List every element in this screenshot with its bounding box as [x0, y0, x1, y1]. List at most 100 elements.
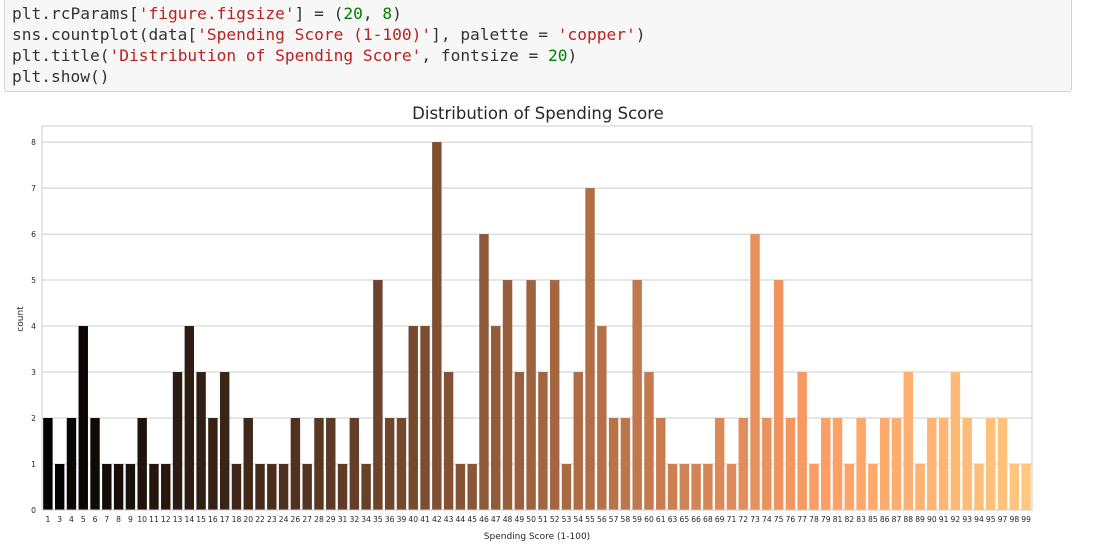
y-tick-label: 2: [31, 414, 36, 423]
bar-1: [43, 418, 53, 510]
bar-49: [514, 372, 525, 510]
x-tick-label: 79: [821, 515, 831, 524]
bar-52: [549, 280, 560, 510]
bar-15: [196, 372, 206, 510]
plot-frame: [41, 125, 1033, 511]
x-tick-label: 77: [797, 515, 807, 524]
x-tick-label: 6: [93, 515, 98, 524]
x-axis-label: Spending Score (1-100): [484, 532, 590, 542]
x-tick-label: 58: [621, 515, 631, 524]
x-tick-label: 24: [279, 515, 289, 524]
bar-20: [243, 418, 253, 510]
x-tick-label: 61: [656, 515, 666, 524]
x-tick-label: 49: [514, 515, 524, 524]
bar-86: [879, 418, 890, 510]
x-tick-label: 90: [927, 515, 937, 524]
x-tick-label: 7: [104, 515, 109, 524]
bar-16: [208, 418, 218, 510]
bar-72: [738, 418, 748, 510]
x-tick-label: 5: [81, 515, 86, 524]
bars-layer: [43, 142, 1031, 511]
x-tick-label: 71: [727, 515, 737, 524]
bar-92: [950, 372, 961, 510]
x-tick-label: 31: [338, 515, 348, 524]
bar-94: [974, 464, 984, 510]
x-tick-label: 54: [573, 515, 583, 524]
x-tick-label: 52: [550, 515, 560, 524]
bar-73: [750, 234, 760, 511]
code-token: plt.rcParams[: [12, 4, 139, 23]
x-tick-label: 44: [456, 515, 466, 524]
x-tick-label: 83: [856, 515, 866, 524]
bar-68: [703, 464, 713, 510]
x-tick-label: 73: [750, 515, 760, 524]
code-token: 'Spending Score (1-100)': [197, 25, 432, 44]
code-token: 8: [382, 4, 393, 23]
code-line: sns.countplot(data['Spending Score (1-10…: [12, 24, 1071, 45]
grid-layer: [42, 141, 1032, 511]
chart-title: Distribution of Spending Score: [412, 104, 664, 123]
bar-44: [455, 464, 466, 510]
x-tick-label: 88: [903, 515, 913, 524]
x-tick-label: 47: [491, 515, 501, 524]
bar-61: [656, 418, 666, 510]
bar-46: [479, 234, 489, 511]
code-cell[interactable]: plt.rcParams['figure.figsize'] = (20, 8)…: [4, 0, 1072, 92]
x-tick-label: 66: [691, 515, 701, 524]
bar-87: [891, 418, 902, 510]
x-tick-label: 8: [116, 515, 121, 524]
bar-71: [726, 464, 737, 510]
x-tick-label: 51: [538, 515, 548, 524]
code-token: ): [392, 4, 402, 23]
x-tick-label: 45: [467, 515, 477, 524]
x-tick-label: 87: [892, 515, 902, 524]
code-line: plt.show(): [12, 66, 1071, 87]
y-tick-label: 5: [31, 276, 36, 285]
code-token: 'figure.figsize': [138, 4, 295, 23]
y-tick-label: 6: [31, 230, 36, 239]
bar-27: [302, 464, 312, 510]
x-tick-label: 81: [833, 515, 843, 524]
spending-score-chart: Distribution of Spending Score 012345678…: [16, 104, 1033, 542]
x-tick-label: 75: [774, 515, 784, 524]
x-tick-label: 35: [373, 515, 383, 524]
bar-82: [844, 464, 855, 510]
bar-85: [868, 464, 878, 510]
x-tick-label: 82: [844, 515, 854, 524]
x-tick-label: 34: [361, 515, 371, 524]
x-tick-labels: 1 3 4 5 6 7 8 9 10 11 12 13 14 15 16 17 18 20 22 23 24 26 27 28…: [45, 515, 1031, 524]
x-tick-label: 48: [503, 515, 513, 524]
bar-65: [679, 464, 690, 510]
bar-75: [773, 280, 784, 510]
x-tick-label: 55: [585, 515, 595, 524]
bar-98: [1009, 464, 1020, 510]
x-tick-label: 69: [715, 515, 725, 524]
bar-31: [337, 464, 348, 510]
bar-54: [573, 372, 583, 510]
bar-23: [267, 464, 277, 510]
y-tick-labels: 0 1 2 3 4 5 6 7 8: [31, 138, 36, 515]
x-tick-label: 98: [1009, 515, 1019, 524]
x-tick-label: 53: [562, 515, 572, 524]
bar-78: [809, 464, 819, 510]
x-tick-label: 26: [291, 515, 301, 524]
bar-12: [161, 464, 171, 510]
code-token: 20: [548, 46, 568, 65]
bar-28: [314, 418, 324, 510]
x-tick-label: 78: [809, 515, 819, 524]
bar-5: [78, 326, 88, 510]
bar-93: [962, 418, 972, 510]
x-tick-label: 65: [679, 515, 689, 524]
x-tick-label: 85: [868, 515, 878, 524]
code-token: , fontsize =: [421, 46, 549, 65]
code-token: ] = (: [294, 4, 344, 23]
bar-43: [443, 372, 454, 510]
bar-42: [432, 142, 442, 510]
x-tick-label: 22: [255, 515, 265, 524]
bar-56: [597, 326, 607, 510]
bar-55: [585, 188, 595, 510]
code-token: sns.countplot(data[: [12, 25, 198, 44]
code-line: plt.title('Distribution of Spending Scor…: [12, 45, 1071, 66]
bar-88: [903, 372, 913, 510]
bar-53: [561, 464, 572, 510]
